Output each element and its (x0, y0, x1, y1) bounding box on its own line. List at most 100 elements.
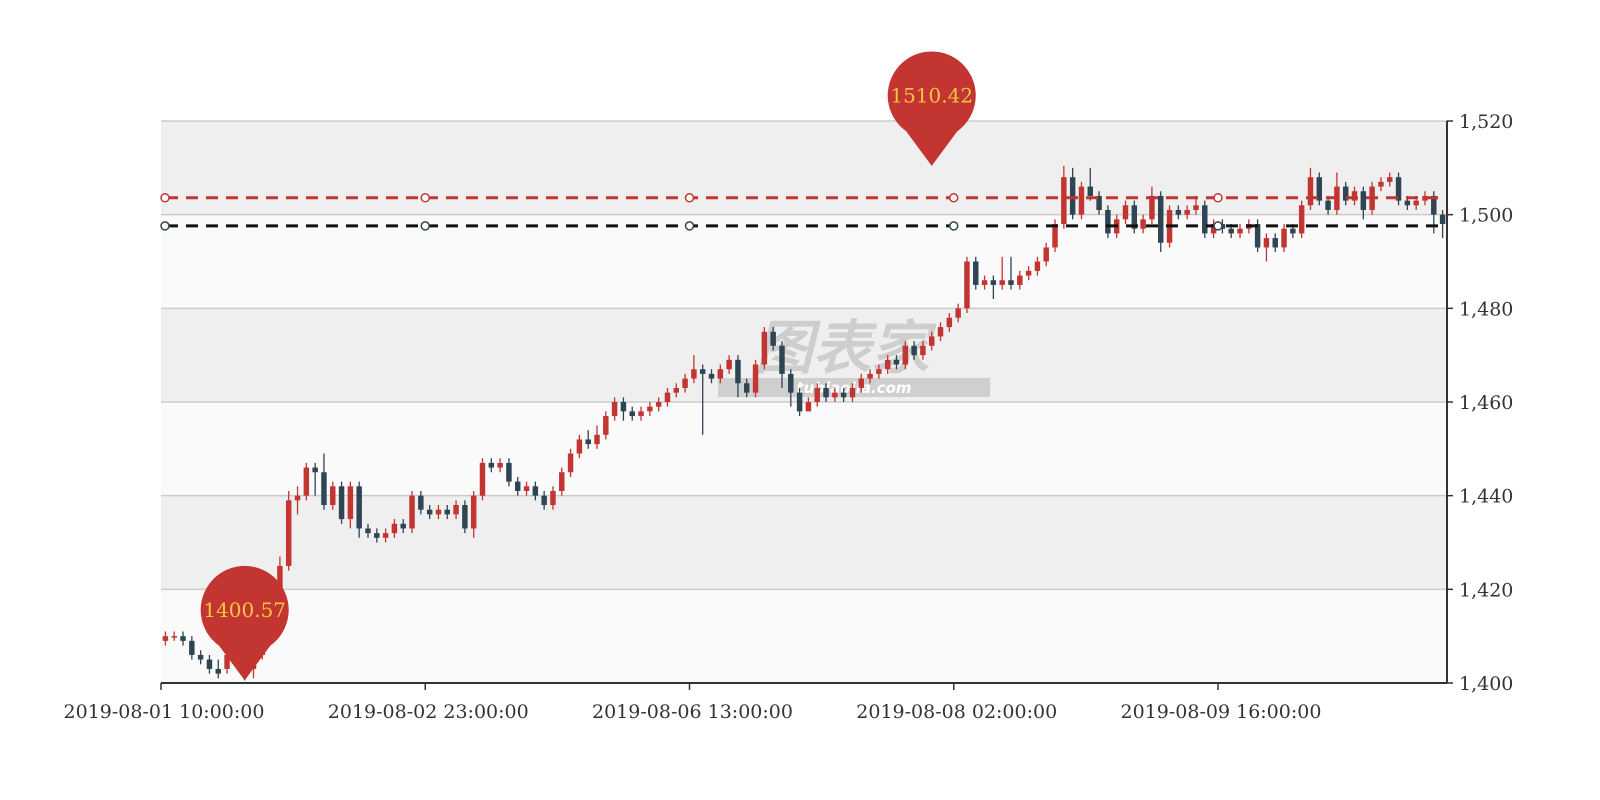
candle (682, 373, 688, 393)
candle-body (418, 495, 424, 510)
candle-body (1387, 177, 1393, 182)
candle (400, 519, 406, 534)
candle-body (1395, 177, 1402, 201)
candle-body (1378, 181, 1384, 187)
candle-body (1290, 228, 1296, 234)
candle-body (1342, 186, 1349, 201)
candle-body (1325, 200, 1331, 210)
candle (876, 364, 882, 379)
y-tick-label: 1,420 (1459, 579, 1513, 601)
candle-body (647, 406, 653, 412)
candle (285, 490, 292, 571)
candle (1096, 191, 1102, 215)
candle-body (435, 509, 442, 515)
candle-body (1413, 200, 1419, 206)
candle (779, 341, 785, 388)
candle-body (180, 636, 186, 641)
band (161, 495, 1447, 590)
candle-body (1202, 205, 1208, 234)
candle-body (955, 308, 961, 318)
candle (594, 425, 600, 449)
candle-body (717, 369, 724, 379)
candle (347, 481, 354, 529)
candle-body (638, 411, 644, 417)
mark-point-min: 1400.57 (200, 565, 289, 681)
mark-line-point (948, 221, 959, 231)
candle (1069, 167, 1076, 220)
candle-body (1237, 228, 1243, 234)
y-tick-label: 1,480 (1459, 298, 1513, 320)
candle-body (1360, 191, 1367, 210)
candle (655, 397, 662, 412)
candle-body (506, 462, 512, 482)
candle (744, 378, 750, 398)
candle (1272, 233, 1278, 253)
candle-body (1184, 209, 1190, 215)
mark-line-point (1213, 193, 1223, 203)
candle-body (1351, 191, 1358, 201)
candle-body (312, 467, 318, 473)
candle (629, 406, 635, 421)
candle-body (1193, 205, 1199, 210)
candle-body (515, 481, 521, 491)
candle-body (752, 364, 759, 393)
candle-body (814, 387, 820, 402)
candle-body (1061, 177, 1067, 225)
candle-body (1069, 177, 1076, 215)
x-tick-label: 2019-08-02 23:00:00 (328, 701, 529, 723)
candle (374, 528, 380, 543)
candle-body (805, 402, 812, 412)
candle (999, 256, 1005, 290)
candle (1439, 209, 1446, 239)
mark-line-point (160, 193, 170, 203)
candle-body (973, 261, 979, 285)
candle (1395, 172, 1402, 206)
candle (435, 505, 442, 520)
candle (391, 519, 398, 538)
mark-line-point (420, 193, 430, 203)
candle (356, 481, 362, 538)
candle-body (735, 359, 741, 384)
candle (1307, 167, 1314, 210)
candle (814, 383, 820, 407)
candle (1008, 256, 1014, 290)
candle (717, 364, 724, 384)
candle (338, 481, 345, 524)
candle-body (1254, 224, 1261, 248)
candle-body (1307, 177, 1314, 206)
candle-body (171, 636, 177, 638)
candle (620, 397, 627, 421)
mark-line-point (160, 221, 170, 231)
candle-body (321, 472, 327, 506)
candle (523, 481, 530, 496)
candle (206, 654, 213, 674)
candle-body (664, 392, 671, 402)
candle-body (911, 345, 917, 356)
candle (189, 636, 195, 660)
candle-body (928, 336, 935, 346)
candle-body (559, 472, 565, 491)
candle-body (1096, 195, 1102, 210)
candle-body (788, 373, 794, 393)
candle (488, 458, 495, 473)
candle (541, 490, 547, 510)
candle-body (849, 387, 856, 398)
candle-body (224, 654, 230, 669)
x-tick-label: 2019-08-09 16:00:00 (1121, 701, 1322, 723)
candle (180, 631, 186, 646)
x-tick-label: 2019-08-06 13:00:00 (592, 701, 793, 723)
candle-body (1158, 195, 1164, 243)
candle (1078, 181, 1085, 220)
candle-body (1272, 238, 1278, 248)
candle-body (1228, 228, 1234, 234)
candle (532, 481, 539, 501)
candle (664, 387, 671, 407)
mark-line-point (684, 193, 695, 203)
candle-body (1131, 205, 1138, 229)
candle (1140, 214, 1146, 234)
candle-body (999, 280, 1005, 285)
candle (805, 397, 812, 412)
candle-body (1175, 209, 1182, 215)
candle (1122, 200, 1129, 225)
candle-body (1087, 186, 1093, 196)
